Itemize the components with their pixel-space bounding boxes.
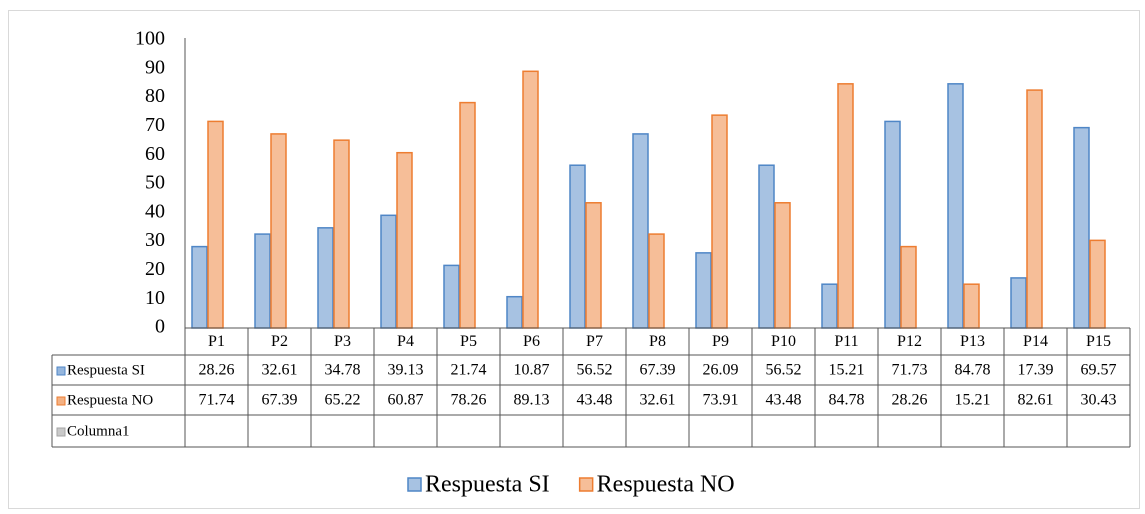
- table-series-name: Respuesta SI: [67, 362, 145, 378]
- bar: [1089, 239, 1106, 329]
- table-series-name: Columna1: [67, 423, 130, 439]
- table-value: 84.78: [829, 392, 865, 409]
- table-series-name: Respuesta NO: [67, 392, 153, 408]
- bar: [1026, 89, 1043, 329]
- legend-label: Respuesta NO: [597, 472, 735, 498]
- bar: [821, 283, 838, 329]
- bar: [884, 120, 901, 329]
- bar: [317, 227, 334, 329]
- x-tick-label: P9: [712, 333, 729, 350]
- table-value: 39.13: [388, 362, 424, 379]
- x-tick-label: P11: [834, 333, 858, 350]
- bar: [963, 283, 980, 329]
- y-tick-label: 0: [155, 316, 165, 338]
- y-tick-label: 10: [145, 287, 165, 309]
- x-tick-label: P10: [771, 333, 796, 350]
- table-value: 84.78: [955, 362, 991, 379]
- legend-key: [578, 477, 594, 492]
- bar: [207, 120, 224, 329]
- bar: [459, 101, 476, 329]
- x-tick-label: P15: [1086, 333, 1111, 350]
- table-value: 28.26: [199, 362, 235, 379]
- table-legend-key: [56, 396, 66, 406]
- x-tick-label: P5: [460, 333, 477, 350]
- table-value: 67.39: [262, 392, 298, 409]
- table-value: 43.48: [766, 392, 802, 409]
- y-tick-label: 90: [145, 56, 165, 78]
- bar: [522, 70, 539, 329]
- table-value: 15.21: [955, 392, 991, 409]
- x-tick-label: P3: [334, 333, 351, 350]
- bar: [774, 202, 791, 329]
- x-tick-label: P14: [1023, 333, 1048, 350]
- y-tick-label: 60: [145, 143, 165, 165]
- bar: [711, 114, 728, 329]
- table-value: 82.61: [1018, 392, 1054, 409]
- table-value: 56.52: [766, 362, 802, 379]
- table-value: 43.48: [577, 392, 613, 409]
- bar: [254, 233, 271, 329]
- table-value: 10.87: [514, 362, 550, 379]
- table-value: 30.43: [1081, 392, 1117, 409]
- table-legend-key: [56, 427, 66, 437]
- table-legend-key: [56, 366, 66, 376]
- bar: [900, 245, 917, 329]
- table-value: 34.78: [325, 362, 361, 379]
- x-tick-label: P12: [897, 333, 922, 350]
- bar: [191, 245, 208, 329]
- bar: [632, 133, 649, 329]
- table-value: 60.87: [388, 392, 424, 409]
- table-value: 15.21: [829, 362, 865, 379]
- bar: [569, 164, 586, 329]
- y-tick-label: 30: [145, 229, 165, 251]
- y-tick-label: 100: [135, 28, 165, 50]
- bar: [270, 133, 287, 329]
- table-value: 71.74: [199, 392, 235, 409]
- legend-label: Respuesta SI: [425, 472, 550, 498]
- table-value: 32.61: [640, 392, 676, 409]
- table-value: 56.52: [577, 362, 613, 379]
- y-tick-label: 50: [145, 172, 165, 194]
- x-tick-label: P7: [586, 333, 603, 350]
- x-tick-label: P1: [208, 333, 225, 350]
- table-value: 21.74: [451, 362, 487, 379]
- y-tick-label: 20: [145, 258, 165, 280]
- bar: [695, 252, 712, 329]
- x-tick-label: P6: [523, 333, 540, 350]
- x-tick-label: P8: [649, 333, 666, 350]
- x-tick-label: P4: [397, 333, 414, 350]
- legend-key: [407, 477, 422, 492]
- bar: [758, 164, 775, 329]
- bar: [396, 151, 413, 329]
- bar: [506, 295, 523, 329]
- y-tick-label: 70: [145, 114, 165, 136]
- table-value: 73.91: [703, 392, 739, 409]
- bar: [380, 214, 397, 329]
- y-tick-label: 40: [145, 200, 165, 222]
- table-value: 65.22: [325, 392, 361, 409]
- table-value: 69.57: [1081, 362, 1117, 379]
- table-value: 26.09: [703, 362, 739, 379]
- bar: [837, 83, 854, 329]
- table-value: 17.39: [1018, 362, 1054, 379]
- table-value: 32.61: [262, 362, 298, 379]
- x-tick-label: P2: [271, 333, 288, 350]
- table-value: 78.26: [451, 392, 487, 409]
- table-value: 28.26: [892, 392, 928, 409]
- y-tick-label: 80: [145, 85, 165, 107]
- bar: [333, 139, 350, 329]
- bar: [1073, 126, 1090, 329]
- table-value: 67.39: [640, 362, 676, 379]
- table-value: 71.73: [892, 362, 928, 379]
- bar: [443, 264, 460, 329]
- bar: [1010, 277, 1027, 329]
- x-tick-label: P13: [960, 333, 985, 350]
- bar: [648, 233, 665, 329]
- table-value: 89.13: [514, 392, 550, 409]
- bar: [947, 83, 964, 329]
- bar: [585, 202, 602, 329]
